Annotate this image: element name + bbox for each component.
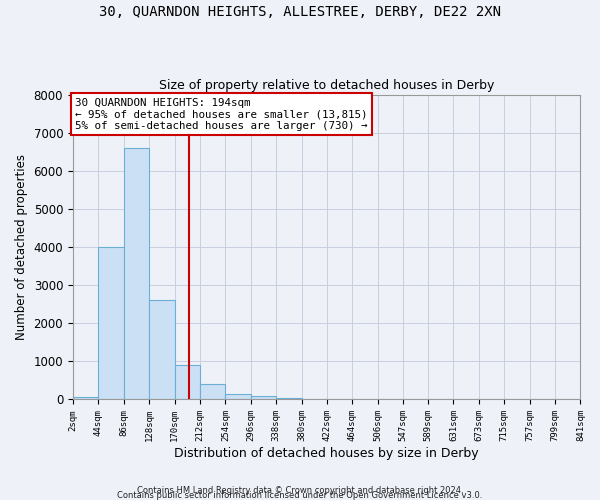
Bar xyxy=(200,384,226,400)
Text: 30, QUARNDON HEIGHTS, ALLESTREE, DERBY, DE22 2XN: 30, QUARNDON HEIGHTS, ALLESTREE, DERBY, … xyxy=(99,5,501,19)
Bar xyxy=(98,247,124,400)
Bar xyxy=(276,398,302,400)
Text: 30 QUARNDON HEIGHTS: 194sqm
← 95% of detached houses are smaller (13,815)
5% of : 30 QUARNDON HEIGHTS: 194sqm ← 95% of det… xyxy=(76,98,368,131)
Y-axis label: Number of detached properties: Number of detached properties xyxy=(15,154,28,340)
Bar xyxy=(124,148,149,400)
Bar xyxy=(149,300,175,400)
Text: Contains public sector information licensed under the Open Government Licence v3: Contains public sector information licen… xyxy=(118,491,482,500)
Bar xyxy=(73,397,98,400)
Bar xyxy=(226,394,251,400)
Text: Contains HM Land Registry data © Crown copyright and database right 2024.: Contains HM Land Registry data © Crown c… xyxy=(137,486,463,495)
Bar xyxy=(251,396,276,400)
X-axis label: Distribution of detached houses by size in Derby: Distribution of detached houses by size … xyxy=(175,447,479,460)
Bar xyxy=(175,365,200,400)
Title: Size of property relative to detached houses in Derby: Size of property relative to detached ho… xyxy=(159,79,494,92)
